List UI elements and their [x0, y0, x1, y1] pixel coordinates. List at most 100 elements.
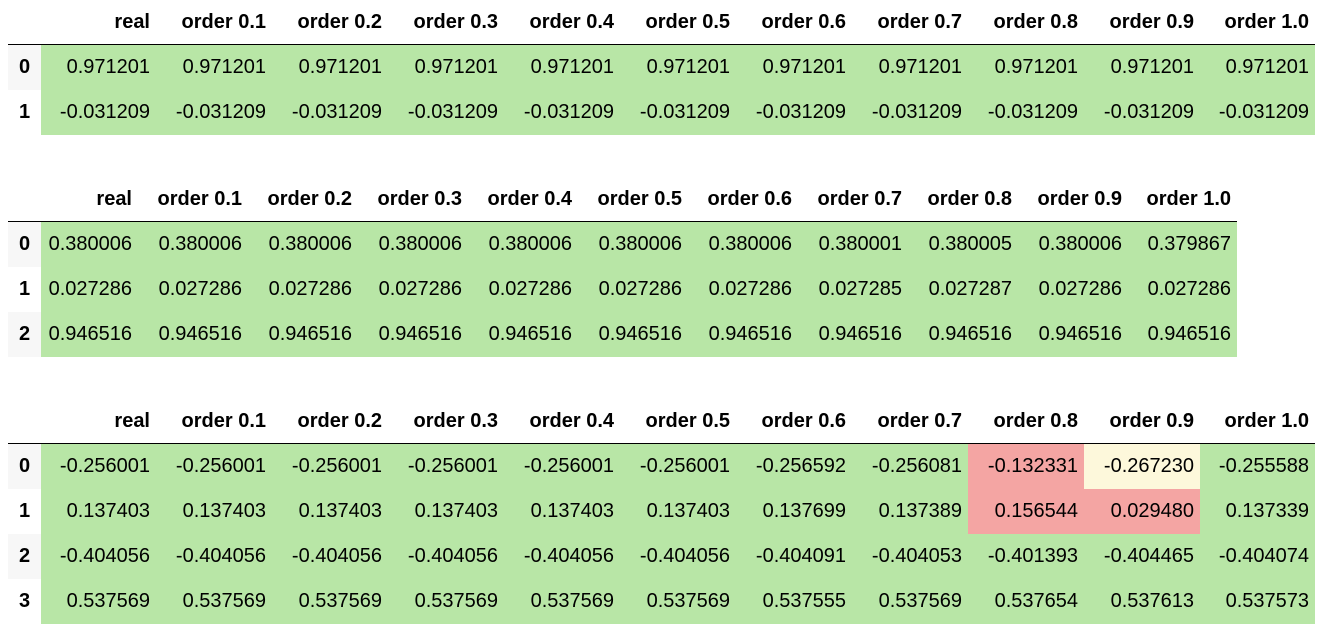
table-row: 1 -0.031209 -0.031209 -0.031209 -0.031209 -0.…: [8, 90, 1315, 135]
column-header: order 0.4: [529, 10, 614, 33]
table-cell: 0.380006: [41, 221, 138, 267]
table-cell: 0.537573: [1200, 579, 1315, 624]
column-header: order 1.0: [1224, 10, 1309, 33]
table-cell: 0.137403: [620, 489, 736, 534]
table-cell: 0.137403: [272, 489, 388, 534]
table-cell: 0.537555: [736, 579, 852, 624]
index-header: [8, 177, 41, 222]
table-cell: 0.380006: [358, 221, 468, 267]
table-cell: -0.404053: [852, 534, 968, 579]
dataframe-table-2: real order 0.1 order 0.2 order 0.3 order 0.4…: [8, 177, 1237, 357]
table-row: 0 0.380006 0.380006 0.380006 0.380006 0.38000…: [8, 221, 1237, 267]
table-cell: 0.137339: [1200, 489, 1315, 534]
table-cell: -0.031209: [504, 90, 620, 135]
table-cell: -0.255588: [1200, 443, 1315, 489]
table-cell: -0.404091: [736, 534, 852, 579]
index-header: [8, 0, 41, 45]
table-cell: 0.946516: [1018, 312, 1128, 357]
column-header: real: [114, 409, 150, 432]
table-cell: -0.404056: [388, 534, 504, 579]
table-row: 1 0.027286 0.027286 0.027286 0.027286 0.02728…: [8, 267, 1237, 312]
table-cell: 0.537569: [41, 579, 156, 624]
table-cell: 0.137699: [736, 489, 852, 534]
table-cell: 0.537569: [620, 579, 736, 624]
table-row: 2 -0.404056 -0.404056 -0.404056 -0.404056 -0.…: [8, 534, 1315, 579]
index-header: [8, 399, 41, 444]
table-cell: -0.031209: [620, 90, 736, 135]
table-cell: 0.946516: [1128, 312, 1237, 357]
column-header: order 0.1: [181, 409, 266, 432]
column-header: order 0.3: [413, 409, 498, 432]
column-header: order 0.7: [877, 409, 962, 432]
table-cell: 0.946516: [578, 312, 688, 357]
table-cell: -0.031209: [968, 90, 1084, 135]
column-header: order 0.1: [181, 10, 266, 33]
row-index: 3: [8, 579, 41, 624]
table-cell: 0.971201: [968, 44, 1084, 90]
table-cell: 0.380005: [908, 221, 1018, 267]
table-cell: 0.946516: [688, 312, 798, 357]
table-cell: -0.256001: [272, 443, 388, 489]
table-cell: 0.380006: [578, 221, 688, 267]
column-header: order 0.1: [157, 187, 242, 210]
table-cell: 0.380006: [688, 221, 798, 267]
row-index: 0: [8, 221, 41, 267]
table-cell: 0.537569: [852, 579, 968, 624]
table-cell: -0.031209: [736, 90, 852, 135]
table-row: 1 0.137403 0.137403 0.137403 0.137403 0.13740…: [8, 489, 1315, 534]
table-cell: 0.137403: [388, 489, 504, 534]
table-cell: 0.027286: [358, 267, 468, 312]
column-header: order 0.3: [413, 10, 498, 33]
table-cell: 0.971201: [272, 44, 388, 90]
table-cell: 0.027286: [138, 267, 248, 312]
table-cell: 0.137403: [504, 489, 620, 534]
column-header: order 0.7: [877, 10, 962, 33]
table-cell: 0.537569: [504, 579, 620, 624]
table-cell: 0.137403: [156, 489, 272, 534]
column-header: real: [96, 187, 132, 210]
table-row: 0 -0.256001 -0.256001 -0.256001 -0.256001 -0.…: [8, 443, 1315, 489]
table-row: 3 0.537569 0.537569 0.537569 0.537569 0.53756…: [8, 579, 1315, 624]
table-cell: 0.380006: [138, 221, 248, 267]
column-header: order 0.2: [297, 409, 382, 432]
row-index: 1: [8, 90, 41, 135]
row-index: 1: [8, 267, 41, 312]
column-header: order 0.5: [645, 10, 730, 33]
table-cell: -0.404056: [272, 534, 388, 579]
column-header: order 0.8: [927, 187, 1012, 210]
header-row: real order 0.1 order 0.2 order 0.3 order 0.4…: [8, 177, 1237, 222]
column-header: order 0.2: [267, 187, 352, 210]
table-cell: 0.971201: [1200, 44, 1315, 90]
column-header: order 0.4: [487, 187, 572, 210]
table-cell: -0.404074: [1200, 534, 1315, 579]
table-cell: 0.946516: [468, 312, 578, 357]
column-header: order 1.0: [1146, 187, 1231, 210]
table-cell: 0.156544: [968, 489, 1084, 534]
table-cell: -0.401393: [968, 534, 1084, 579]
column-header: order 0.3: [377, 187, 462, 210]
header-row: real order 0.1 order 0.2 order 0.3 order 0.4…: [8, 0, 1315, 45]
table-cell: -0.031209: [41, 90, 156, 135]
table-cell: 0.946516: [41, 312, 138, 357]
column-header: order 0.6: [761, 409, 846, 432]
dataframe-table-3: real order 0.1 order 0.2 order 0.3 order 0.4…: [8, 399, 1315, 624]
table-cell: 0.027286: [1128, 267, 1237, 312]
table-cell: 0.027286: [1018, 267, 1128, 312]
table-cell: 0.946516: [798, 312, 908, 357]
table-cell: -0.404465: [1084, 534, 1200, 579]
table-cell: 0.537654: [968, 579, 1084, 624]
column-header: order 0.9: [1109, 10, 1194, 33]
table-cell: -0.404056: [620, 534, 736, 579]
table-cell: 0.946516: [908, 312, 1018, 357]
table-cell: 0.537569: [156, 579, 272, 624]
table-cell: 0.027286: [688, 267, 798, 312]
table-cell: 0.971201: [156, 44, 272, 90]
row-index: 2: [8, 534, 41, 579]
table-cell: 0.537569: [388, 579, 504, 624]
table-cell: 0.380006: [1018, 221, 1128, 267]
column-header: order 0.9: [1037, 187, 1122, 210]
table-cell: -0.132331: [968, 443, 1084, 489]
table-cell: -0.031209: [852, 90, 968, 135]
table-cell: -0.031209: [1200, 90, 1315, 135]
column-header: order 0.6: [707, 187, 792, 210]
